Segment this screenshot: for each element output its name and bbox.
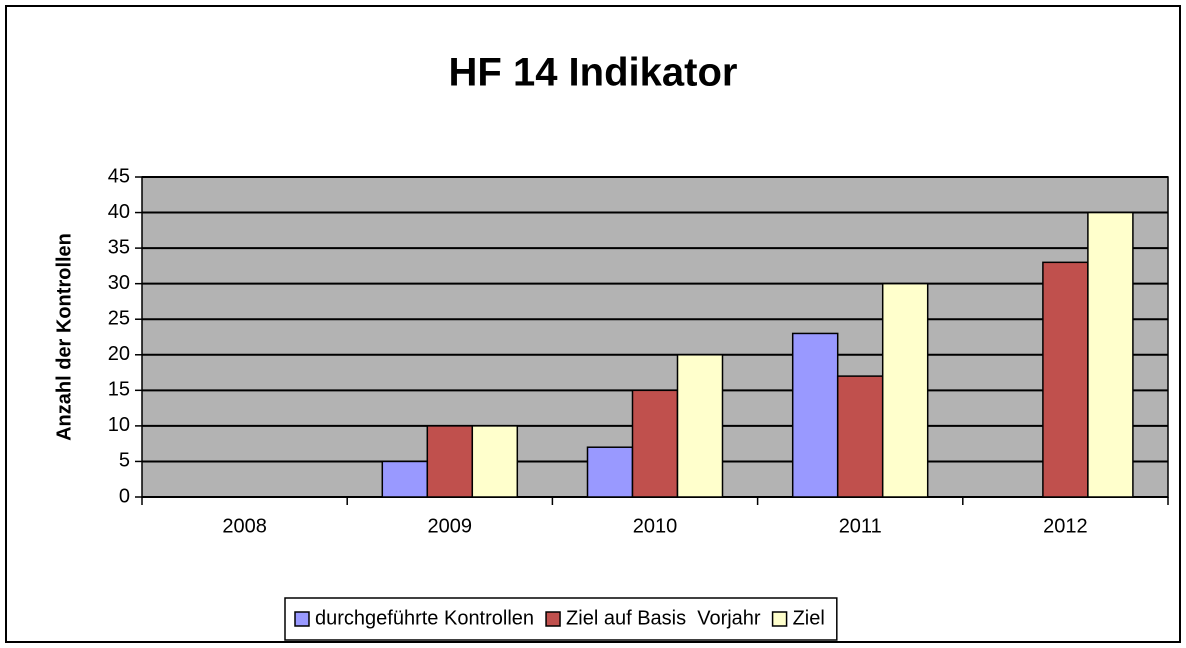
legend-swatch [294, 611, 310, 627]
y-tick-label: 40 [108, 201, 130, 223]
legend-swatch [771, 611, 788, 627]
y-tick-label: 10 [108, 414, 130, 436]
y-tick-label: 5 [119, 450, 130, 472]
x-tick-label: 2008 [222, 515, 267, 537]
bar [471, 425, 519, 498]
legend [284, 597, 838, 641]
legend-label: Ziel [793, 607, 825, 629]
x-tick-label: 2010 [633, 515, 678, 537]
y-tick-label: 20 [108, 343, 130, 365]
legend-label: durchgeführte Kontrollen [315, 607, 534, 629]
legend-label: Ziel auf Basis Vorjahr [566, 607, 761, 629]
bar [1087, 211, 1134, 498]
y-tick-label: 0 [119, 485, 130, 507]
bar [426, 425, 474, 498]
bar [881, 282, 929, 498]
x-tick-label: 2011 [839, 515, 882, 537]
bar [381, 460, 429, 498]
y-tick-label: 30 [108, 272, 130, 294]
bar [676, 354, 724, 498]
x-tick-label: 2009 [428, 515, 473, 537]
y-tick-label: 45 [108, 165, 130, 187]
x-tick-label: 2012 [1043, 515, 1088, 537]
legend-swatch [545, 611, 561, 627]
y-tick-label: 25 [108, 308, 130, 330]
bar [836, 375, 884, 498]
bar [791, 332, 839, 498]
y-axis-label: Anzahl der Kontrollen [53, 233, 75, 441]
y-tick-label: 15 [108, 379, 130, 401]
bar [631, 389, 679, 498]
chart-title: HF 14 Indikator [449, 51, 738, 95]
bar [1042, 261, 1089, 498]
y-tick-label: 35 [108, 236, 130, 258]
bar [586, 446, 634, 498]
